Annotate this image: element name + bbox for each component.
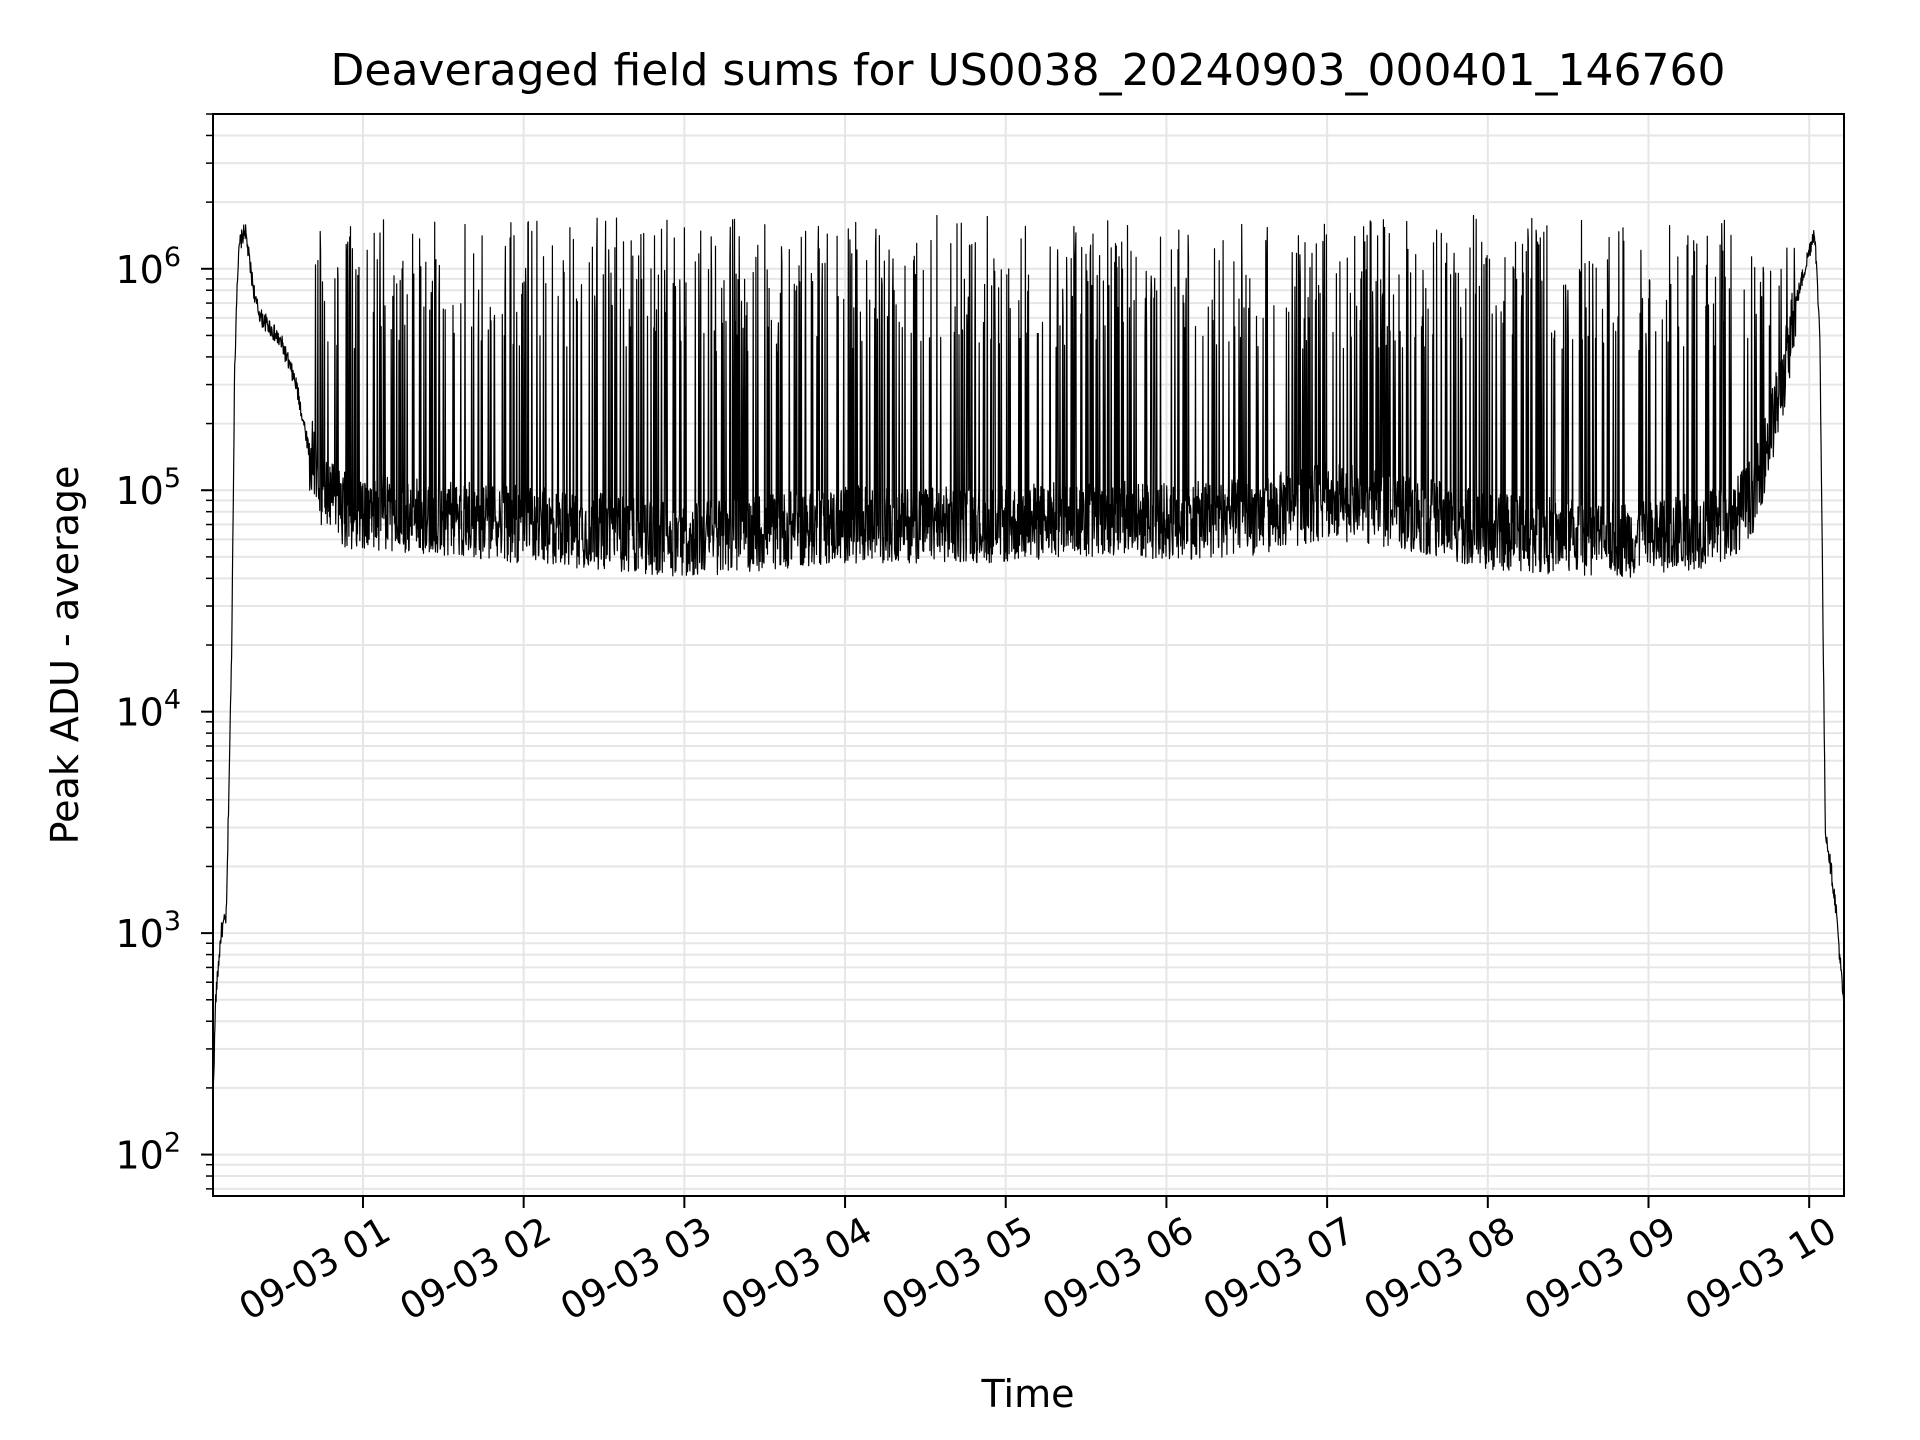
y-axis: 102 103 104 105 106	[115, 113, 213, 1190]
series-line	[212, 214, 1845, 1094]
chart-title: Deaveraged field sums for US0038_2024090…	[331, 45, 1726, 96]
plot-frame	[212, 113, 1845, 1197]
y-tick-label: 102	[115, 1128, 181, 1178]
y-tick-label: 105	[115, 463, 181, 513]
y-tick-label: 104	[115, 685, 181, 735]
y-axis-label: Peak ADU - average	[43, 466, 87, 845]
series-line-path	[212, 214, 1845, 1094]
y-tick-label: 103	[115, 906, 181, 956]
x-axis-label: Time	[981, 1372, 1075, 1416]
y-tick-label: 106	[115, 242, 181, 292]
